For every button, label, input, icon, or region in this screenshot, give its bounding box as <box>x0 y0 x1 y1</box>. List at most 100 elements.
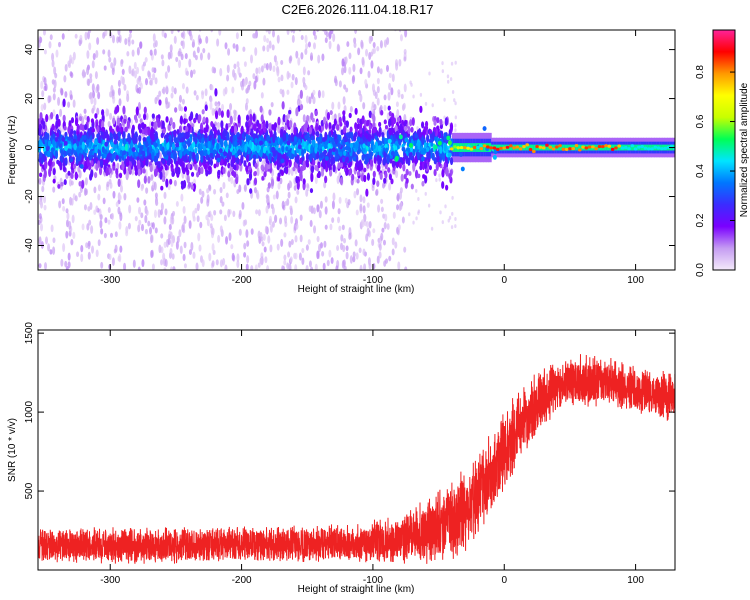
heatmap-noise-cell <box>124 38 128 46</box>
heatmap-band-cell <box>444 117 448 127</box>
heatmap-peak-cell <box>459 145 464 150</box>
heatmap-noise-cell <box>49 34 53 41</box>
heatmap-noise-cell <box>262 233 266 241</box>
heatmap-peak-cell <box>620 146 625 150</box>
heatmap-peak-cell <box>352 156 357 162</box>
heatmap-noise-cell <box>109 182 113 189</box>
heatmap-noise-cell <box>283 254 287 261</box>
heatmap-noise-cell <box>129 30 133 34</box>
heatmap-noise-cell <box>369 51 373 57</box>
heatmap-noise-cell <box>353 190 357 199</box>
heatmap-noise-cell <box>400 93 404 100</box>
heatmap-band-cell <box>391 112 395 121</box>
heatmap-band-cell <box>167 123 171 132</box>
heatmap-band-cell <box>135 106 139 116</box>
heatmap-band-cell <box>421 180 425 187</box>
heatmap-noise-cell <box>158 152 162 160</box>
heatmap-noise-cell <box>128 33 132 39</box>
heatmap-peak-cell <box>627 147 631 151</box>
heatmap-band-cell <box>301 149 305 158</box>
heatmap-band-cell <box>405 168 409 176</box>
heatmap-band-cell <box>377 158 381 165</box>
heatmap-band-cell <box>405 155 409 165</box>
heatmap-noise-cell <box>169 247 173 256</box>
snr-series <box>38 354 675 564</box>
heatmap-band-cell <box>416 151 421 161</box>
heatmap-band-cell <box>245 114 250 122</box>
heatmap-band-cell <box>449 157 454 166</box>
heatmap-band-cell <box>109 125 113 132</box>
heatmap-noise-cell <box>454 128 457 133</box>
heatmap-peak-cell <box>45 146 50 151</box>
heatmap-noise-cell <box>107 219 111 225</box>
heatmap-noise-cell <box>255 67 259 75</box>
heatmap-noise-cell <box>331 217 335 223</box>
heatmap-noise-cell <box>185 86 189 94</box>
heatmap-noise-cell <box>268 40 272 49</box>
heatmap-noise-cell <box>378 243 382 251</box>
heatmap-noise-cell <box>240 80 244 88</box>
heatmap-band-cell <box>162 159 166 165</box>
heatmap-band-cell <box>363 174 367 183</box>
heatmap-noise-cell <box>398 30 402 33</box>
heatmap-band-cell <box>265 120 269 130</box>
heatmap-band-cell <box>52 178 56 184</box>
heatmap-band-cell <box>108 167 113 174</box>
heatmap-noise-cell <box>328 40 332 50</box>
heatmap-noise-cell <box>202 47 206 54</box>
heatmap-noise-cell <box>153 209 157 219</box>
heatmap-noise-cell <box>337 208 341 215</box>
heatmap-band-cell <box>153 168 158 178</box>
heatmap-peak-cell <box>532 149 536 154</box>
heatmap-noise-cell <box>193 90 197 96</box>
heatmap-peak-cell <box>545 143 549 147</box>
heatmap-band-cell <box>151 113 155 119</box>
heatmap-noise-cell <box>390 87 394 96</box>
heatmap-band-cell <box>241 146 245 153</box>
heatmap-band-cell <box>202 116 206 123</box>
heatmap-noise-cell <box>194 54 198 61</box>
heatmap-noise-cell <box>64 64 68 72</box>
heatmap-peak-cell <box>515 145 520 149</box>
heatmap-band-cell <box>64 157 68 165</box>
heatmap-band-cell <box>112 132 117 140</box>
heatmap-noise-cell <box>438 177 441 182</box>
heatmap-band-cell <box>390 178 394 185</box>
heatmap-peak-cell <box>509 144 513 148</box>
heatmap-band-cell <box>97 149 102 159</box>
heatmap-band-cell <box>158 99 162 106</box>
heatmap-noise-cell <box>152 73 156 81</box>
heatmap-band-cell <box>285 146 289 152</box>
heatmap-noise-cell <box>398 59 402 67</box>
heatmap-peak-cell <box>548 145 553 149</box>
heatmap-band-cell <box>382 157 386 166</box>
heatmap-band-cell <box>198 114 202 122</box>
heatmap-band-cell <box>207 170 211 175</box>
heatmap-noise-cell <box>362 196 366 204</box>
heatmap-noise-cell <box>236 260 240 269</box>
heatmap-noise-cell <box>173 179 177 187</box>
heatmap-band-cell <box>40 156 44 165</box>
heatmap-peak-cell <box>614 146 618 150</box>
heatmap-band-cell <box>363 167 367 173</box>
heatmap-noise-cell <box>453 98 456 103</box>
heatmap-band-cell <box>283 133 287 142</box>
heatmap-noise-cell <box>362 205 366 214</box>
heatmap-noise-cell <box>343 84 347 90</box>
heatmap-noise-cell <box>454 216 457 221</box>
heatmap-band-cell <box>110 141 114 148</box>
heatmap-band-cell <box>137 162 141 171</box>
heatmap-noise-cell <box>60 88 64 96</box>
heatmap-noise-cell <box>352 251 356 258</box>
heatmap-band-cell <box>123 118 127 124</box>
heatmap-noise-cell <box>310 266 314 270</box>
heatmap-noise-cell <box>58 200 62 209</box>
snr-x-tick-label: 0 <box>501 575 507 586</box>
heatmap-noise-cell <box>267 30 271 35</box>
heatmap-noise-cell <box>380 206 384 213</box>
heatmap-noise-cell <box>321 90 325 99</box>
heatmap-noise-cell <box>272 194 276 200</box>
heatmap-noise-cell <box>169 44 173 53</box>
heatmap-noise-cell <box>340 234 344 242</box>
heatmap-noise-cell <box>321 250 325 257</box>
